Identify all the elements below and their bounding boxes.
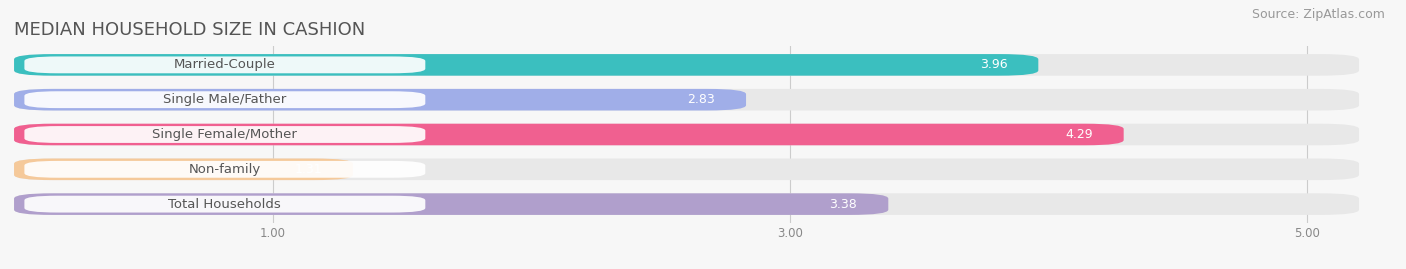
Text: 3.38: 3.38 [830,198,858,211]
Text: Non-family: Non-family [188,163,262,176]
Text: Single Female/Mother: Single Female/Mother [152,128,297,141]
Text: Married-Couple: Married-Couple [174,58,276,71]
Text: Total Households: Total Households [169,198,281,211]
FancyBboxPatch shape [14,124,1123,145]
FancyBboxPatch shape [24,161,426,178]
FancyBboxPatch shape [14,193,889,215]
FancyBboxPatch shape [14,193,1360,215]
FancyBboxPatch shape [14,54,1360,76]
FancyBboxPatch shape [14,124,1360,145]
FancyBboxPatch shape [24,56,426,73]
FancyBboxPatch shape [24,91,426,108]
FancyBboxPatch shape [14,89,747,111]
Text: 4.29: 4.29 [1064,128,1092,141]
FancyBboxPatch shape [14,158,353,180]
Text: MEDIAN HOUSEHOLD SIZE IN CASHION: MEDIAN HOUSEHOLD SIZE IN CASHION [14,21,366,39]
FancyBboxPatch shape [14,54,1038,76]
Text: 3.96: 3.96 [980,58,1007,71]
FancyBboxPatch shape [14,158,1360,180]
Text: 1.31: 1.31 [294,163,322,176]
FancyBboxPatch shape [24,196,426,213]
Text: 2.83: 2.83 [688,93,716,106]
Text: Single Male/Father: Single Male/Father [163,93,287,106]
FancyBboxPatch shape [14,89,1360,111]
FancyBboxPatch shape [24,126,426,143]
Text: Source: ZipAtlas.com: Source: ZipAtlas.com [1251,8,1385,21]
